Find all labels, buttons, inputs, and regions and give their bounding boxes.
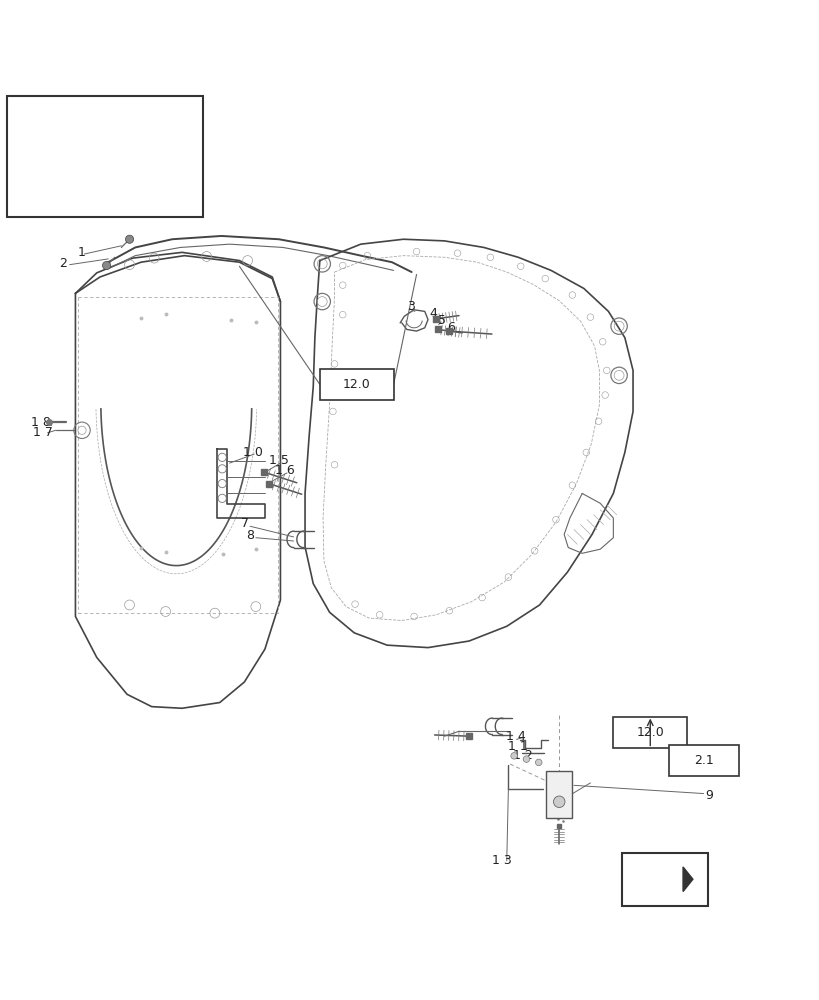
Circle shape xyxy=(102,261,111,270)
Text: 4: 4 xyxy=(429,307,437,320)
Text: 1 5: 1 5 xyxy=(269,454,288,467)
Bar xyxy=(7,96,203,217)
FancyBboxPatch shape xyxy=(613,717,686,748)
Text: 2.1: 2.1 xyxy=(693,754,713,767)
Polygon shape xyxy=(682,867,692,892)
Text: 1 2: 1 2 xyxy=(513,749,532,762)
Text: 12.0: 12.0 xyxy=(636,726,663,739)
Text: 1 7: 1 7 xyxy=(33,426,52,439)
Text: 7: 7 xyxy=(241,517,249,530)
Text: 1 0: 1 0 xyxy=(242,446,262,459)
Text: 1: 1 xyxy=(78,246,86,259)
Text: 9: 9 xyxy=(704,789,713,802)
Bar xyxy=(545,771,572,818)
Text: 1 4: 1 4 xyxy=(505,730,525,743)
Text: 1 1: 1 1 xyxy=(508,739,527,752)
Circle shape xyxy=(535,759,541,766)
Circle shape xyxy=(510,753,517,759)
FancyBboxPatch shape xyxy=(668,745,738,776)
Text: 3: 3 xyxy=(407,300,415,313)
Text: 5: 5 xyxy=(437,314,446,327)
Circle shape xyxy=(125,235,133,243)
FancyBboxPatch shape xyxy=(319,369,393,400)
Text: 2: 2 xyxy=(59,257,67,270)
Circle shape xyxy=(523,756,529,762)
Circle shape xyxy=(553,796,564,807)
Text: 8: 8 xyxy=(246,529,254,542)
Text: 1 6: 1 6 xyxy=(274,464,294,477)
Text: 1 3: 1 3 xyxy=(491,854,511,867)
Text: 1 8: 1 8 xyxy=(31,416,51,429)
Bar xyxy=(621,853,707,906)
Text: 12.0: 12.0 xyxy=(342,378,370,391)
Text: 6: 6 xyxy=(446,321,455,334)
